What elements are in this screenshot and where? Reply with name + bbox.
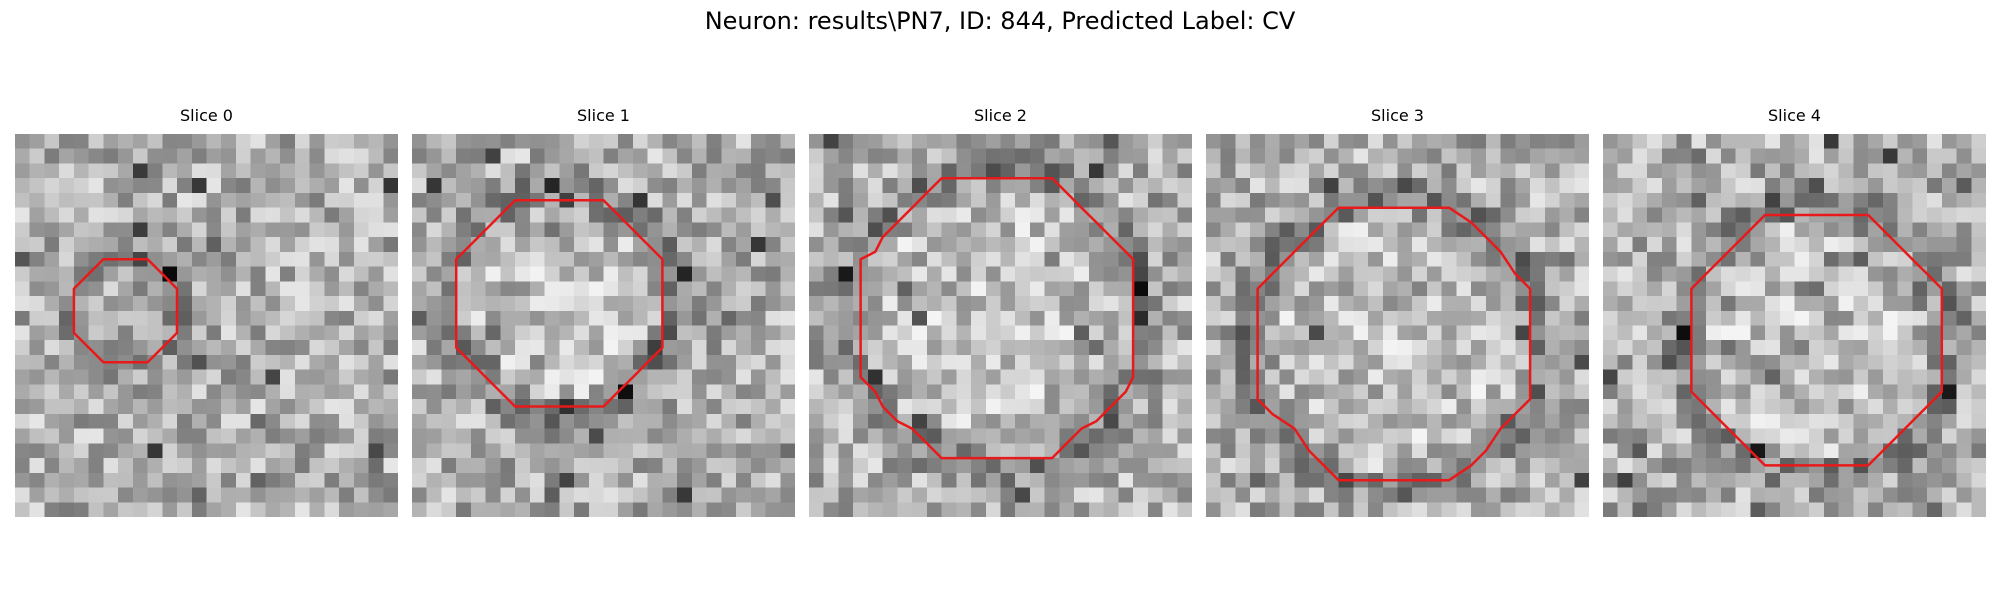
slice-image — [1603, 134, 1986, 517]
slice-panel-1: Slice 1 — [412, 106, 795, 517]
microscopy-patch — [1206, 134, 1589, 517]
slice-title: Slice 1 — [577, 106, 630, 125]
slice-title: Slice 4 — [1768, 106, 1821, 125]
slice-title: Slice 0 — [180, 106, 233, 125]
slice-image — [15, 134, 398, 517]
slice-panel-0: Slice 0 — [15, 106, 398, 517]
segmentation-contour — [859, 176, 1135, 460]
microscopy-patch — [809, 134, 1192, 517]
microscopy-patch — [15, 134, 398, 517]
slice-title: Slice 3 — [1371, 106, 1424, 125]
microscopy-patch — [1603, 134, 1986, 517]
slice-panel-2: Slice 2 — [809, 106, 1192, 517]
microscopy-patch — [412, 134, 795, 517]
figure-title: Neuron: results\PN7, ID: 844, Predicted … — [704, 7, 1296, 35]
slice-title: Slice 2 — [974, 106, 1027, 125]
segmentation-contour — [1690, 213, 1944, 467]
segmentation-contour — [454, 199, 664, 408]
slice-image — [1206, 134, 1589, 517]
segmentation-contour — [72, 257, 179, 364]
slice-image — [412, 134, 795, 517]
slice-panel-4: Slice 4 — [1603, 106, 1986, 517]
slice-panel-3: Slice 3 — [1206, 106, 1589, 517]
segmentation-contour — [1256, 206, 1532, 482]
slice-image — [809, 134, 1192, 517]
